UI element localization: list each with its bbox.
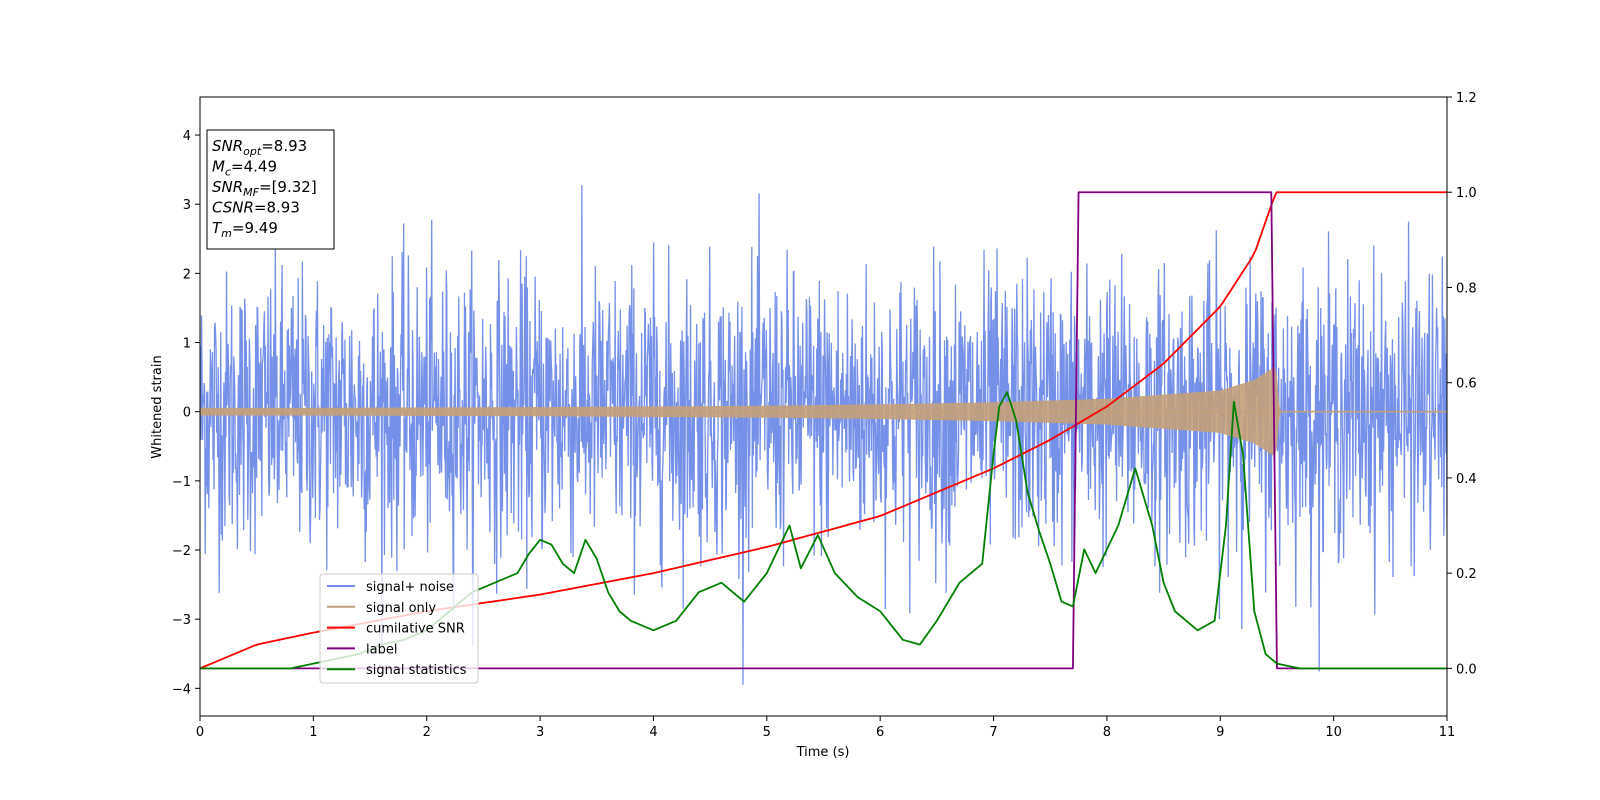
y-tick-label: 1 — [183, 337, 191, 352]
y2-tick-label: 0.2 — [1456, 567, 1477, 582]
y-axis-label: Whitened strain — [150, 355, 165, 458]
y-tick-label: −2 — [172, 544, 191, 559]
legend-label: cumilative SNR — [366, 622, 465, 637]
legend-label: signal statistics — [366, 663, 467, 678]
annotation-line: Mc=4.49 — [212, 158, 277, 179]
annotation-line: SNRopt=8.93 — [212, 137, 307, 158]
x-tick-label: 11 — [1439, 725, 1456, 740]
annotation-box-frame — [206, 129, 335, 250]
x-tick-label: 1 — [309, 725, 317, 740]
secondary-y-axis-ticks: 0.0 0.2 0.4 0.6 0.8 1.0 1.2 — [1447, 91, 1477, 677]
y-axis-ticks: −4 −3 −2 −1 0 1 2 3 4 — [172, 129, 200, 697]
y-tick-label: 2 — [183, 267, 191, 282]
x-tick-label: 7 — [989, 725, 997, 740]
x-axis-ticks: 0 1 2 3 4 5 6 7 8 9 10 11 — [196, 716, 1455, 740]
annotation-line: CSNR=8.93 — [212, 199, 300, 217]
legend-label: label — [366, 642, 397, 657]
signal-statistics-line — [200, 391, 1447, 670]
legend-label: signal+ noise — [366, 580, 454, 595]
x-tick-label: 10 — [1325, 725, 1342, 740]
x-tick-label: 9 — [1216, 725, 1224, 740]
x-axis-label: Time (s) — [796, 745, 850, 760]
x-tick-label: 5 — [763, 725, 771, 740]
y2-tick-label: 1.2 — [1456, 91, 1477, 106]
legend: signal+ noise signal only cumilative SNR la… — [319, 573, 479, 684]
y2-tick-label: 0.8 — [1456, 281, 1477, 296]
x-tick-label: 4 — [649, 725, 657, 740]
signal-only-series — [200, 366, 1447, 457]
annotation-line: Tm=9.49 — [212, 219, 278, 240]
x-tick-label: 0 — [196, 725, 204, 740]
x-tick-label: 6 — [876, 725, 884, 740]
y-tick-label: 4 — [183, 129, 191, 144]
x-tick-label: 8 — [1103, 725, 1111, 740]
annotation-line: SNRMF=[9.32] — [212, 178, 317, 199]
y-tick-label: −1 — [172, 475, 191, 490]
y2-tick-label: 0.0 — [1456, 662, 1477, 677]
y2-tick-label: 1.0 — [1456, 186, 1477, 201]
y2-tick-label: 0.6 — [1456, 377, 1477, 392]
y-tick-label: −3 — [172, 613, 191, 628]
x-tick-label: 3 — [536, 725, 544, 740]
y-tick-label: −4 — [172, 682, 191, 697]
y-tick-label: 0 — [183, 406, 191, 421]
y2-tick-label: 0.4 — [1456, 472, 1477, 487]
legend-label: signal only — [366, 601, 436, 616]
plot-area — [200, 185, 1447, 685]
plot-frame — [199, 96, 1448, 717]
x-tick-label: 2 — [423, 725, 431, 740]
y-tick-label: 3 — [183, 198, 191, 213]
legend-frame — [319, 573, 479, 684]
